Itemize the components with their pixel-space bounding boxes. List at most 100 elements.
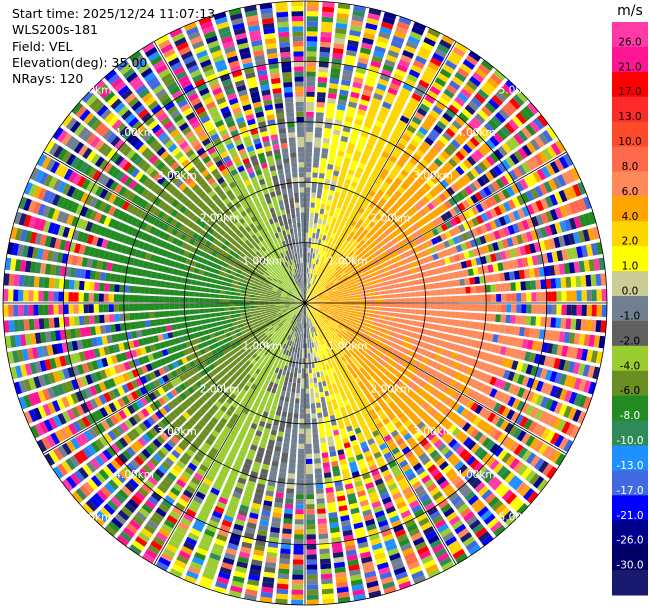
range-gate: [389, 289, 395, 294]
range-gate: [310, 352, 314, 358]
range-gate: [321, 339, 326, 345]
range-gate: [284, 396, 290, 403]
range-gate: [321, 273, 326, 279]
range-gate: [375, 295, 381, 299]
range-gate: [383, 164, 392, 172]
range-gate: [401, 151, 411, 160]
range-gate: [330, 274, 335, 280]
range-gate: [538, 266, 546, 277]
range-gate: [559, 388, 568, 401]
range-gate: [292, 569, 304, 575]
range-gate: [488, 98, 500, 110]
range-gate: [329, 307, 335, 310]
range-gate: [324, 307, 330, 310]
range-gate: [320, 203, 326, 210]
range-gate: [306, 283, 308, 289]
range-gate: [318, 317, 323, 322]
range-gate: [325, 204, 331, 211]
range-gate: [361, 42, 373, 50]
range-gate: [324, 317, 330, 322]
range-gate: [345, 330, 352, 336]
range-gate: [326, 323, 331, 328]
range-gate: [306, 599, 319, 605]
range-gate: [297, 463, 304, 470]
range-gate: [501, 357, 509, 368]
range-gate: [460, 242, 468, 251]
range-gate: [440, 365, 448, 373]
range-gate: [341, 317, 348, 322]
range-gate: [408, 262, 415, 269]
range-gate: [323, 292, 329, 296]
range-gate: [339, 306, 345, 310]
range-gate: [561, 345, 569, 357]
range-gate: [462, 329, 469, 337]
range-gate: [372, 334, 379, 340]
range-gate: [445, 220, 453, 229]
range-gate: [416, 107, 428, 117]
range-gate: [449, 389, 457, 398]
range-gate: [540, 368, 548, 380]
range-gate: [460, 295, 467, 302]
range-gate: [337, 333, 343, 339]
range-gate: [484, 492, 496, 504]
range-gate: [310, 303, 315, 305]
range-gate: [328, 410, 335, 417]
range-gate: [526, 217, 535, 229]
range-gate: [484, 222, 493, 232]
range-gate: [316, 312, 321, 317]
range-gate: [445, 303, 451, 310]
range-gate: [446, 350, 454, 358]
range-gate: [347, 273, 353, 278]
range-gate: [540, 382, 549, 394]
range-gate: [461, 487, 473, 498]
range-gate: [520, 315, 527, 325]
range-gate: [317, 318, 322, 323]
range-gate: [437, 97, 449, 107]
range-gate: [301, 368, 305, 374]
range-gate: [468, 50, 481, 62]
range-gate: [501, 510, 514, 523]
range-gate: [355, 278, 362, 283]
range-gate: [396, 96, 407, 106]
range-gate: [385, 176, 393, 185]
range-gate: [339, 292, 345, 296]
range-gate: [520, 232, 529, 243]
range-gate: [419, 227, 427, 235]
range-gate: [384, 397, 392, 405]
range-gate: [311, 182, 317, 188]
range-gate: [277, 384, 283, 391]
range-gate: [332, 315, 338, 319]
range-gate: [352, 262, 358, 268]
range-gate: [415, 130, 426, 140]
range-gate: [341, 319, 347, 324]
range-gate: [330, 221, 336, 228]
range-gate: [336, 12, 349, 20]
range-gate: [305, 192, 311, 198]
range-gate: [346, 358, 353, 364]
range-gate: [437, 168, 447, 178]
range-gate: [405, 331, 412, 337]
range-gate: [444, 318, 451, 325]
range-gate: [530, 138, 541, 151]
range-gate: [382, 355, 390, 362]
range-gate: [554, 158, 565, 172]
range-gate: [364, 347, 370, 354]
range-gate: [507, 199, 516, 210]
range-gate: [450, 544, 463, 555]
range-gate: [310, 388, 314, 394]
range-gate: [364, 262, 371, 268]
range-gate: [291, 387, 296, 393]
range-gate: [292, 423, 298, 429]
range-gate: [455, 295, 461, 303]
range-gate: [306, 293, 309, 299]
range-gate: [367, 12, 381, 21]
range-gate: [396, 399, 404, 408]
range-gate: [312, 263, 316, 269]
range-gate: [590, 350, 598, 363]
range-gate: [319, 285, 324, 290]
range-gate: [436, 267, 443, 274]
range-gate: [490, 73, 503, 85]
range-gate: [369, 134, 378, 142]
range-gate: [452, 271, 459, 279]
range-gate: [321, 327, 326, 333]
